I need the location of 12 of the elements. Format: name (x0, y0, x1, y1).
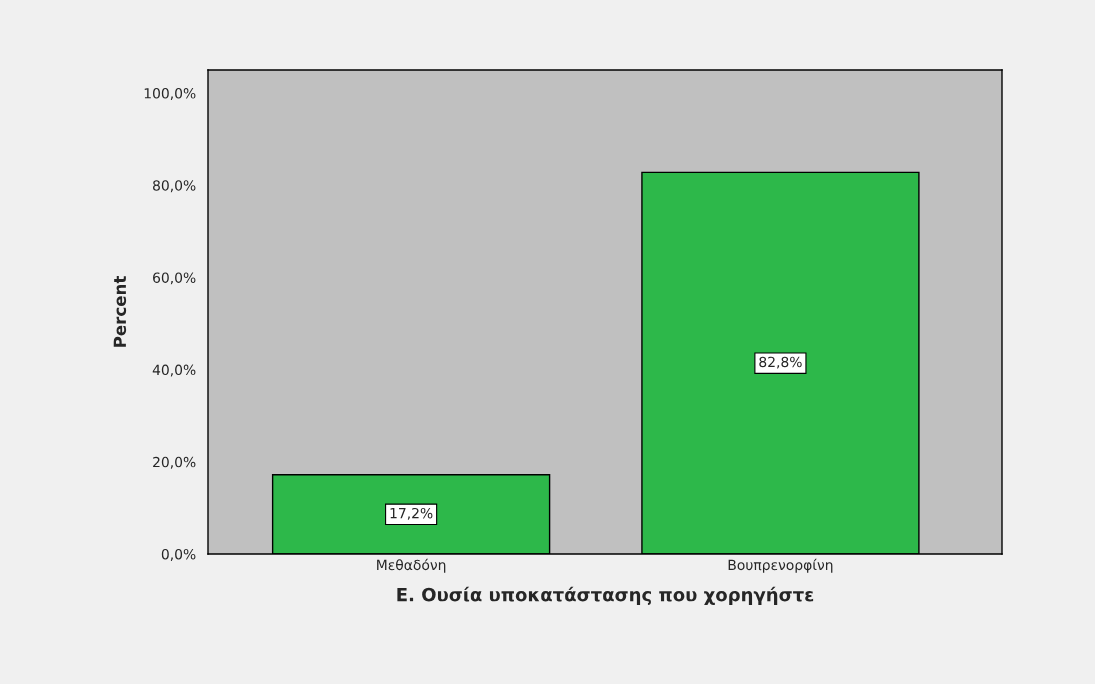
y-tick-label: 80,0% (153, 180, 196, 193)
x-tick-label: Μεθαδόνη (377, 558, 446, 573)
y-tick-label: 100,0% (144, 88, 196, 100)
data-label: 82,8% (759, 356, 802, 369)
y-axis-title: Percent (113, 276, 127, 347)
data-label: 17,2% (390, 507, 433, 520)
y-tick-label: 0,0% (161, 548, 196, 561)
y-tick-label: 60,0% (153, 272, 196, 285)
x-tick-label: Βουπρενορφίνη (728, 558, 833, 573)
y-tick-label: 20,0% (153, 456, 196, 469)
y-tick-label: 40,0% (152, 364, 196, 377)
x-axis-title: Ε. Ουσία υποκατάστασης που χορηγήστε (397, 586, 814, 605)
